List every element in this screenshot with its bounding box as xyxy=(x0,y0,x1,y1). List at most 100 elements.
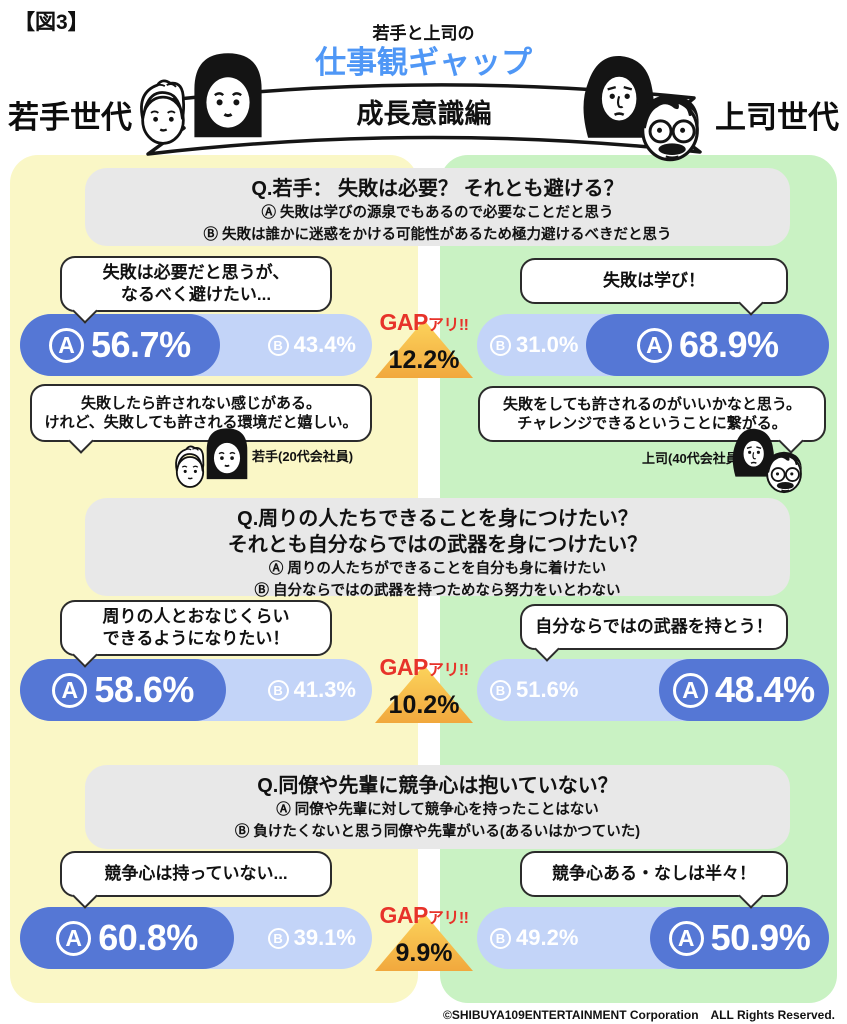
gap-value-q3: 9.9% xyxy=(395,939,453,967)
quote-line: けれど、失敗しても許される環境だと嬉しい。 xyxy=(44,414,358,431)
young-a-value-q3: 60.8% xyxy=(98,917,198,958)
boss-a-pill-q3: A 50.9% xyxy=(649,907,829,969)
question-3-option-a: Ⓐ 同僚や先輩に対して競争心を持ったことはない xyxy=(276,802,599,818)
young-bar-q1: A 56.7% B 43.4% xyxy=(20,314,372,376)
a-circle-icon: A xyxy=(56,920,92,956)
boss-b-label-q3: B 49.2% xyxy=(490,907,578,969)
boss-quote-q1: 失敗をしても許されるのがいいかなと思う。 チャレンジできるということに繋がる。 xyxy=(478,386,826,454)
a-circle-icon: A xyxy=(52,672,88,708)
young-quote-q1: 失敗したら許されない感じがある。 けれど、失敗しても許される環境だと嬉しい。 xyxy=(30,384,372,454)
boss-man-face-icon xyxy=(758,444,810,496)
question-1-title: Q.若手： 失敗は必要？ それとも避ける？ xyxy=(251,178,624,200)
question-2-option-a: Ⓐ 周りの人たちができることを自分も身に着けたい xyxy=(268,561,607,577)
banner-text: 成長意識編 xyxy=(357,98,492,129)
question-2-option-b: Ⓑ 自分ならではの武器を持つためなら努力をいとわない xyxy=(254,583,621,600)
b-circle-icon: B xyxy=(490,679,511,701)
boss-generation-label: 上司世代 xyxy=(715,100,839,135)
bubble-line: なるべく避けたい... xyxy=(120,285,272,304)
boss-b-label-q1: B 31.0% xyxy=(490,314,578,376)
gap-label: GAPアリ!! xyxy=(379,654,469,680)
young-a-pill-q1: A 56.7% xyxy=(20,314,220,376)
bubble-line: できるようになりたい！ xyxy=(102,629,290,648)
a-circle-icon: A xyxy=(636,327,672,363)
gap-indicator-q1: GAPアリ!! 12.2% xyxy=(358,309,490,378)
young-b-value-q1: 43.4% xyxy=(293,332,356,357)
gap-label: GAPアリ!! xyxy=(379,902,469,928)
young-b-label-q3: B 39.1% xyxy=(267,907,356,969)
copyright-notice: ©SHIBUYA109ENTERTAINMENT Corporation ALL… xyxy=(442,1008,835,1022)
gap-label: GAPアリ!! xyxy=(379,309,469,335)
question-box-3: Q.同僚や先輩に競争心は抱いていない？ Ⓐ 同僚や先輩に対して競争心を持ったこと… xyxy=(85,765,790,849)
question-2-title-line2: それとも自分ならではの武器を身につけたい？ xyxy=(227,534,648,556)
young-generation-label: 若手世代 xyxy=(8,100,132,135)
header-ribbon: 成長意識編 xyxy=(140,51,702,162)
boss-bubble-q1: 失敗は学び！ xyxy=(520,258,788,316)
header-title: 仕事観ギャップ xyxy=(315,45,532,80)
young-a-value-q1: 56.7% xyxy=(91,324,191,365)
gap-value-q1: 12.2% xyxy=(388,346,460,374)
question-2-title-line1: Q.周りの人たちできることを身につけたい？ xyxy=(237,508,638,530)
boss-man-face-icon xyxy=(639,93,701,162)
boss-quote-attribution: 上司(40代会社員) xyxy=(642,451,744,466)
boss-a-value-q1: 68.9% xyxy=(678,324,779,365)
young-quote-attribution: 若手(20代会社員) xyxy=(252,449,354,464)
question-3-title: Q.同僚や先輩に競争心は抱いていない？ xyxy=(257,775,618,797)
young-bubble-q1: 失敗は必要だと思うが、 なるべく避けたい... xyxy=(60,256,332,324)
boss-a-value-q3: 50.9% xyxy=(710,917,811,958)
young-bar-q2: A 58.6% B 41.3% xyxy=(20,659,372,721)
quote-line: 失敗したら許されない感じがある。 xyxy=(80,394,321,412)
bubble-line: 失敗は学び！ xyxy=(603,270,705,290)
young-a-pill-q3: A 60.8% xyxy=(20,907,235,969)
boss-bubble-q2: 自分ならではの武器を持とう！ xyxy=(520,604,788,662)
young-bubble-q2: 周りの人とおなじくらい できるようになりたい！ xyxy=(60,600,332,668)
quote-line: 失敗をしても許されるのがいいかなと思う。 xyxy=(503,395,801,413)
boss-a-pill-q2: A 48.4% xyxy=(658,659,829,721)
young-man-face-icon xyxy=(140,79,186,145)
b-circle-icon: B xyxy=(267,679,289,701)
quote-line: チャレンジできるということに繋がる。 xyxy=(517,415,787,432)
young-a-value-q2: 58.6% xyxy=(94,669,194,710)
question-box-1: Q.若手： 失敗は必要？ それとも避ける？ Ⓐ 失敗は学びの源泉でもあるので必要… xyxy=(85,168,790,246)
b-circle-icon: B xyxy=(267,927,289,949)
young-b-label-q1: B 43.4% xyxy=(267,314,356,376)
b-circle-icon: B xyxy=(267,334,289,356)
boss-b-value-q3: 49.2% xyxy=(516,925,579,950)
b-circle-icon: B xyxy=(490,334,511,356)
b-circle-icon: B xyxy=(490,927,511,949)
a-circle-icon: A xyxy=(673,672,709,708)
question-box-2: Q.周りの人たちできることを身につけたい？ それとも自分ならではの武器を身につけ… xyxy=(85,498,790,599)
bubble-line: 競争心ある・なしは半々！ xyxy=(552,863,756,883)
question-1-option-a: Ⓐ 失敗は学びの源泉でもあるので必要なことだと思う xyxy=(261,205,614,221)
bubble-line: 失敗は必要だと思うが、 xyxy=(102,262,290,282)
boss-bubble-q3: 競争心ある・なしは半々！ xyxy=(520,851,788,909)
figure-label: 【図3】 xyxy=(14,11,89,34)
boss-bar-q1: A 68.9% B 31.0% xyxy=(477,314,829,376)
young-b-value-q2: 41.3% xyxy=(293,677,356,702)
boss-bar-q3: A 50.9% B 49.2% xyxy=(477,907,829,969)
gap-value-q2: 10.2% xyxy=(388,691,460,719)
bubble-line: 競争心は持っていない... xyxy=(104,863,288,883)
young-bar-q3: A 60.8% B 39.1% xyxy=(20,907,372,969)
young-b-value-q3: 39.1% xyxy=(293,925,356,950)
boss-a-value-q2: 48.4% xyxy=(715,669,815,710)
gap-indicator-q3: GAPアリ!! 9.9% xyxy=(358,902,490,971)
gap-indicator-q2: GAPアリ!! 10.2% xyxy=(358,654,490,723)
young-man-face-icon xyxy=(166,442,214,490)
bubble-line: 周りの人とおなじくらい xyxy=(102,606,290,626)
young-b-label-q2: B 41.3% xyxy=(267,659,356,721)
header-subtitle: 若手と上司の xyxy=(372,24,475,43)
question-1-option-b: Ⓑ 失敗は誰かに迷惑をかける可能性があるため極力避けるべきだと思う xyxy=(203,227,672,244)
boss-b-value-q1: 31.0% xyxy=(516,332,579,357)
a-circle-icon: A xyxy=(49,327,84,363)
young-bubble-q3: 競争心は持っていない... xyxy=(60,851,332,909)
bubble-line: 自分ならではの武器を持とう！ xyxy=(535,616,773,636)
a-circle-icon: A xyxy=(668,920,704,956)
young-a-pill-q2: A 58.6% xyxy=(20,659,227,721)
boss-b-value-q2: 51.6% xyxy=(516,677,579,702)
boss-b-label-q2: B 51.6% xyxy=(490,659,578,721)
question-3-option-b: Ⓑ 負けたくないと思う同僚や先輩がいる(あるいはかつていた) xyxy=(234,824,641,841)
boss-a-pill-q1: A 68.9% xyxy=(586,314,829,376)
banner-ribbon-shape xyxy=(146,83,702,156)
boss-bar-q2: A 48.4% B 51.6% xyxy=(477,659,829,721)
